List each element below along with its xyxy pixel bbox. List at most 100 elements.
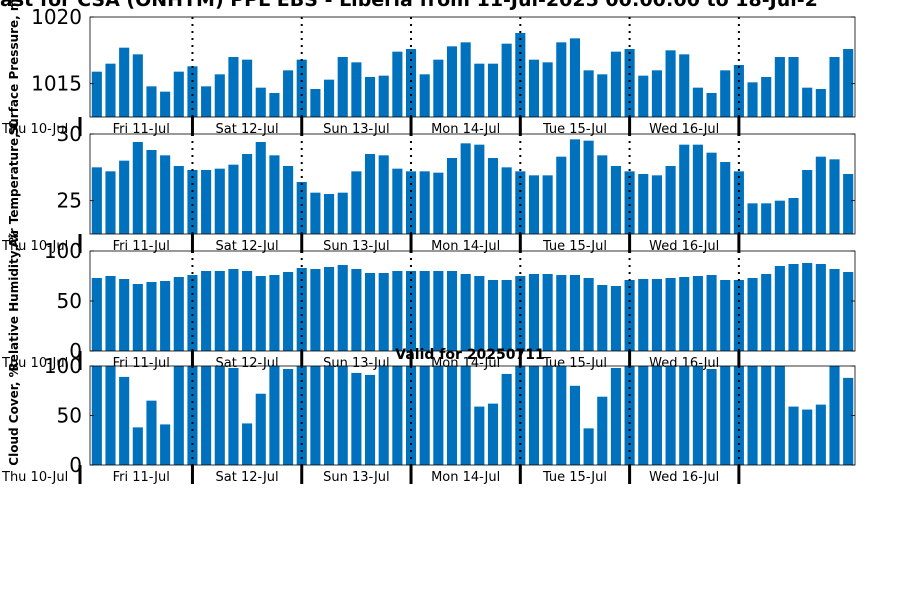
x-day-label: Fri 11-Jul <box>113 239 170 254</box>
bar <box>501 280 512 351</box>
bar <box>269 275 280 351</box>
x-day-label: Sun 13-Jul <box>323 239 390 254</box>
bar <box>515 171 526 234</box>
chart-title: ast for CSA (ONHTM) PPL EBS - Liberia fr… <box>0 0 818 11</box>
bar <box>542 62 553 117</box>
bar <box>228 57 239 117</box>
bar <box>242 423 253 465</box>
bar <box>747 203 758 234</box>
bar <box>228 269 239 351</box>
bar <box>119 47 130 117</box>
x-day-label: Thu 10-Jul <box>1 356 68 371</box>
y-axis-label: Cloud Cover, % <box>7 365 21 465</box>
bar <box>747 278 758 351</box>
bar <box>815 264 826 351</box>
y-tick-label: 50 <box>57 404 82 428</box>
bar <box>761 203 772 234</box>
bar <box>296 182 307 234</box>
bar <box>119 376 130 465</box>
bar <box>324 79 335 117</box>
bar <box>91 366 102 465</box>
y-tick-label: 100 <box>44 354 82 378</box>
bar <box>815 156 826 234</box>
bar <box>310 89 321 117</box>
bar <box>460 366 471 465</box>
bar <box>460 274 471 351</box>
bar <box>460 42 471 118</box>
bar <box>829 57 840 117</box>
bar <box>173 71 184 117</box>
bar <box>487 63 499 117</box>
bar <box>255 142 266 234</box>
bar <box>446 158 458 234</box>
bar <box>651 279 662 351</box>
bar <box>597 396 608 465</box>
bar <box>692 366 703 465</box>
bar <box>132 284 143 351</box>
bar <box>474 63 485 117</box>
bar <box>433 366 444 465</box>
bar <box>569 139 581 234</box>
bar <box>419 271 430 351</box>
bar <box>569 385 581 465</box>
y-axis-label: Air Temperature, C <box>7 120 21 248</box>
bar <box>761 77 772 117</box>
bar <box>364 273 376 351</box>
bar <box>651 70 662 117</box>
bar <box>242 59 253 117</box>
bar <box>242 154 253 234</box>
bar <box>788 264 799 351</box>
bar <box>788 198 799 234</box>
bar <box>201 271 212 351</box>
bar <box>665 278 676 351</box>
y-tick-label: 50 <box>57 289 82 313</box>
bar <box>569 38 581 118</box>
bar <box>419 74 430 117</box>
bar <box>501 167 512 234</box>
bar <box>405 171 417 234</box>
bar <box>706 275 717 351</box>
bar <box>364 154 376 234</box>
bar <box>214 74 225 117</box>
bar <box>733 65 744 117</box>
bar <box>146 86 157 117</box>
bar <box>761 274 772 351</box>
bar <box>242 271 253 351</box>
bar <box>610 166 621 234</box>
bar <box>460 143 471 234</box>
bar <box>487 158 499 234</box>
bar <box>679 277 690 351</box>
bar <box>692 87 703 117</box>
bar <box>378 273 389 351</box>
bar <box>119 279 130 351</box>
bar <box>269 155 280 234</box>
bar <box>747 366 758 465</box>
bar <box>324 366 335 465</box>
bar <box>774 200 785 234</box>
bar <box>802 87 813 117</box>
x-day-label: Fri 11-Jul <box>113 122 170 137</box>
bar <box>419 171 430 234</box>
x-day-label: Tue 15-Jul <box>542 239 607 254</box>
bar <box>583 70 594 117</box>
bar <box>679 366 690 465</box>
bar <box>583 278 594 351</box>
bar <box>351 62 362 117</box>
bar <box>228 367 239 465</box>
bar <box>214 168 225 234</box>
bar <box>433 172 444 234</box>
bar <box>815 404 826 465</box>
bar <box>364 374 376 465</box>
bar <box>597 285 608 351</box>
x-day-label: Thu 10-Jul <box>1 470 68 485</box>
bar <box>692 276 703 351</box>
bar <box>324 267 335 351</box>
bar <box>351 269 362 351</box>
bar <box>501 373 512 465</box>
bar <box>283 70 294 117</box>
bar <box>665 366 676 465</box>
bar <box>378 75 389 117</box>
x-day-label: Wed 16-Jul <box>649 470 719 485</box>
bar <box>761 366 772 465</box>
